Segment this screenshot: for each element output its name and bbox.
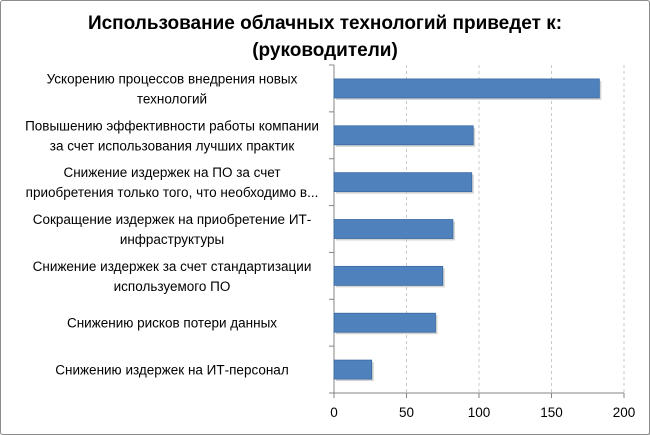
- x-tick-label: 0: [330, 405, 338, 420]
- chart-title: Использование облачных технологий привед…: [0, 10, 650, 64]
- bar: [333, 219, 454, 239]
- category-label: Повышению эффективности работы компании з…: [25, 118, 319, 153]
- category-label: Снижению рисков потери данных: [67, 316, 277, 331]
- category-label: Снижение издержек за счет стандартизации…: [33, 259, 312, 294]
- x-tick-label: 50: [399, 405, 414, 420]
- category-label: Снижению издержек на ИТ-персонал: [55, 363, 288, 378]
- bar: [333, 265, 444, 286]
- bar: [333, 78, 600, 99]
- category-label-line: Снижение издержек за счет стандартизации: [33, 259, 312, 274]
- category-label: Сокращение издержек на приобретение ИТ-и…: [33, 212, 312, 247]
- x-tick-label: 100: [468, 405, 491, 420]
- category-label-line: Снижению рисков потери данных: [67, 316, 277, 331]
- category-label-line: инфраструктуры: [120, 232, 224, 247]
- category-label-line: Снижение издержек на ПО за счет: [63, 165, 280, 180]
- category-label-line: используемого ПО: [114, 279, 231, 294]
- category-label: Снижение издержек на ПО за счет приобрете…: [26, 165, 319, 200]
- category-label-line: Сокращение издержек на приобретение ИТ-: [33, 212, 312, 227]
- chart-title-line-2: (руководители): [252, 40, 398, 61]
- x-tick-label: 200: [613, 405, 636, 420]
- bar: [333, 312, 436, 333]
- bar: [333, 172, 473, 193]
- category-label-line: приобретения только того, что необходимо…: [26, 185, 319, 200]
- category-label-line: Снижению издержек на ИТ-персонал: [55, 363, 288, 378]
- bar: [333, 359, 373, 380]
- category-label-line: технологий: [137, 91, 207, 106]
- chart-title-line-1: Использование облачных технологий привед…: [87, 13, 563, 34]
- bar: [333, 125, 474, 146]
- category-label-line: Повышению эффективности работы компании: [25, 118, 319, 133]
- category-label-line: за счет использования лучших практик: [50, 138, 295, 153]
- category-label-line: Ускорению процессов внедрения новых: [47, 71, 298, 86]
- x-tick-label: 150: [540, 405, 563, 420]
- category-label: Ускорению процессов внедрения новых техно…: [47, 71, 298, 106]
